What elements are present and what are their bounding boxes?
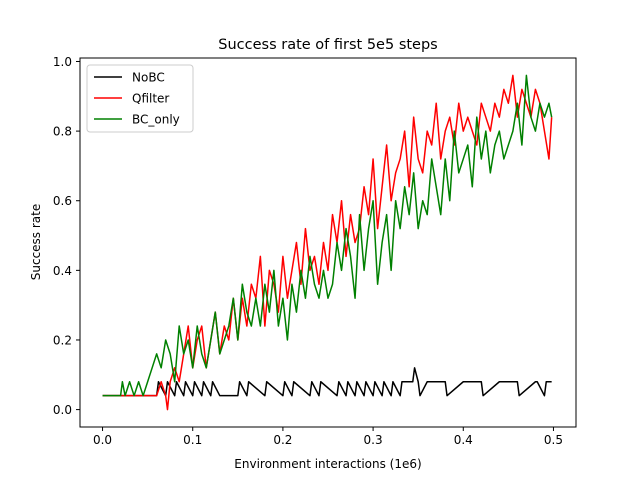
y-axis: 0.0 0.2 0.4 0.6 0.8 1.0 xyxy=(53,55,80,417)
y-tick-label: 0.0 xyxy=(53,403,72,417)
x-axis: 0.0 0.1 0.2 0.3 0.4 0.5 xyxy=(93,427,563,447)
x-tick-label: 0.1 xyxy=(183,433,202,447)
x-tick-label: 0.2 xyxy=(273,433,292,447)
chart-title: Success rate of first 5e5 steps xyxy=(218,37,437,53)
y-tick-label: 0.6 xyxy=(53,194,72,208)
x-tick-label: 0.4 xyxy=(454,433,473,447)
x-tick-label: 0.3 xyxy=(364,433,383,447)
legend: NoBC Qfilter BC_only xyxy=(86,64,194,133)
x-tick-label: 0.5 xyxy=(544,433,563,447)
y-tick-label: 0.8 xyxy=(53,125,72,139)
legend-entry-label: Qfilter xyxy=(132,92,169,106)
legend-entry-label: BC_only xyxy=(132,113,180,127)
y-tick-label: 1.0 xyxy=(53,55,72,69)
x-tick-label: 0.0 xyxy=(93,433,112,447)
y-tick-label: 0.4 xyxy=(53,264,72,278)
x-axis-label: Environment interactions (1e6) xyxy=(234,457,421,471)
series-layer xyxy=(102,74,553,411)
legend-entry-label: NoBC xyxy=(132,71,165,85)
series-line-bc-only xyxy=(102,74,553,397)
plot-frame xyxy=(79,57,577,428)
series-line-nobc xyxy=(102,367,552,397)
y-axis-label: Success rate xyxy=(29,204,43,281)
legend-box xyxy=(86,64,194,133)
y-tick-label: 0.2 xyxy=(53,333,72,347)
